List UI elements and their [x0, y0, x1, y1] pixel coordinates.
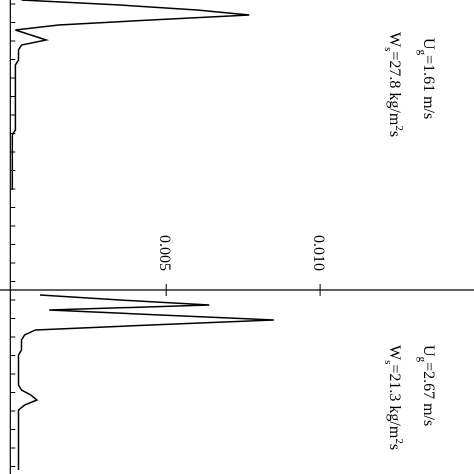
profile-line: [11, 0, 250, 190]
profile-line: [17, 294, 274, 470]
annotation-part: 2: [393, 125, 405, 131]
annotation: Ws=27.8 kg/m2s: [382, 32, 405, 137]
annotation-part: s: [386, 131, 403, 137]
annotation-part: W: [386, 32, 403, 48]
annotation-part: s: [382, 47, 394, 51]
annotation-part: =21.3 kg/m: [386, 364, 403, 438]
annotation-part: s: [386, 444, 403, 450]
x-tick-label: 0.005: [156, 235, 173, 271]
annotation-part: =1.61 m/s: [420, 55, 437, 119]
annotation-part: U: [420, 345, 437, 357]
annotation-part: 2: [393, 438, 405, 444]
annotation-part: g: [416, 50, 428, 56]
annotation: Ug=2.67 m/s: [416, 345, 437, 426]
annotation: Ws=21.3 kg/m2s: [382, 345, 405, 450]
annotation-part: W: [386, 345, 403, 361]
annotation: Ug=1.61 m/s: [416, 38, 437, 119]
annotation-part: g: [416, 357, 428, 363]
annotation-part: U: [420, 38, 437, 50]
annotation-part: =27.8 kg/m: [386, 51, 403, 125]
x-tick-label: 0.010: [310, 235, 327, 271]
annotation-part: =2.67 m/s: [420, 362, 437, 426]
annotation-part: s: [382, 360, 394, 364]
